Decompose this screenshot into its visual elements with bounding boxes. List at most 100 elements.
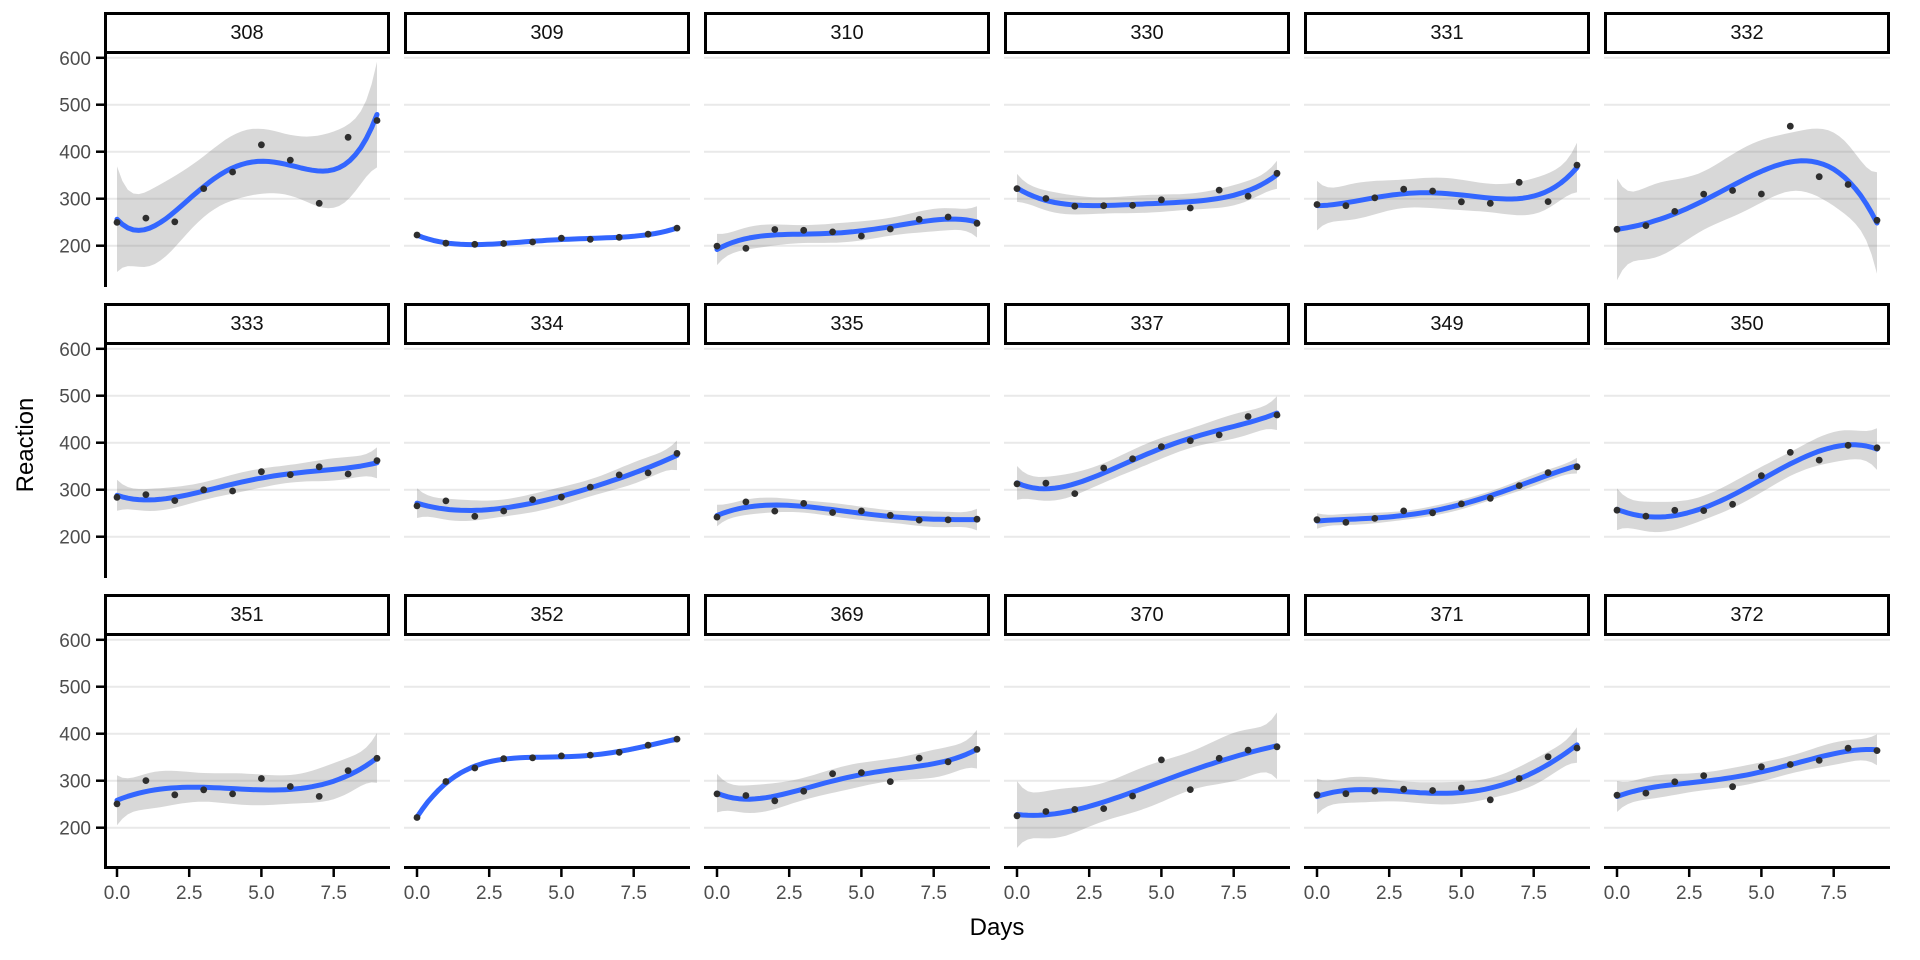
x-tick-label: 7.5 — [320, 883, 346, 904]
data-point — [558, 234, 565, 242]
x-tick-label: 2.5 — [1376, 883, 1402, 904]
data-point — [1486, 494, 1494, 502]
facet-strip: 308 — [104, 12, 390, 54]
data-point — [800, 500, 808, 507]
smooth-line — [1014, 410, 1280, 492]
data-point — [829, 770, 836, 778]
data-point — [742, 498, 750, 506]
x-tick-label: 0.0 — [1304, 883, 1330, 904]
smooth-line — [1314, 463, 1580, 524]
facet-panel — [404, 56, 690, 248]
facet-panel — [1604, 347, 1890, 538]
facet-strip-label: 330 — [1130, 21, 1164, 44]
x-tick-label: 0.0 — [704, 883, 730, 904]
y-tick-label: 200 — [59, 237, 91, 258]
x-tick-label: 0.0 — [104, 883, 130, 904]
data-point — [615, 748, 623, 756]
facet-panel: 200 300 400 500 600 — [59, 49, 390, 287]
data-point — [1100, 202, 1108, 210]
data-point — [142, 214, 150, 222]
facet: 333 200 300 400 500 600 — [59, 303, 390, 578]
data-point — [1729, 783, 1736, 791]
y-tick-label: 300 — [59, 481, 91, 502]
data-point — [200, 786, 208, 794]
data-point — [1642, 789, 1650, 797]
data-point — [586, 483, 594, 491]
smooth-line — [714, 216, 980, 252]
facet-panel — [704, 347, 990, 538]
data-point — [413, 502, 421, 510]
data-point — [1100, 464, 1108, 472]
data-point — [771, 797, 779, 805]
smooth-line — [114, 460, 380, 503]
data-point — [373, 457, 381, 464]
facet-strip: 335 — [704, 303, 990, 345]
smooth-line — [414, 736, 680, 820]
data-point — [1313, 791, 1321, 799]
facet-panel — [1304, 56, 1590, 247]
facet-strip-label: 334 — [530, 312, 564, 335]
facet-strip: 333 — [104, 303, 390, 345]
facet-panel: 0.0 2.5 5.0 7.5 — [1004, 638, 1290, 904]
x-tick-label: 5.0 — [1148, 883, 1174, 904]
data-point — [113, 800, 121, 808]
facet: 371 0.0 2.5 5.0 7.5 — [1304, 594, 1590, 904]
data-point — [1429, 187, 1436, 195]
data-point — [1758, 190, 1765, 198]
data-point — [1042, 808, 1050, 815]
data-point — [713, 513, 721, 521]
data-point — [1013, 812, 1021, 820]
data-point — [1458, 500, 1465, 508]
facet-strip-label: 371 — [1430, 603, 1464, 626]
data-point — [1215, 754, 1223, 762]
smooth-line — [714, 502, 980, 523]
data-point — [886, 511, 894, 519]
data-point — [1515, 482, 1523, 489]
facet-strip-label: 370 — [1130, 603, 1164, 626]
facet-panel: 200 300 400 500 600 0.0 2.5 5.0 7.5 — [59, 631, 390, 904]
data-point — [1873, 444, 1881, 452]
facet-panel: 200 300 400 500 600 — [59, 340, 390, 578]
data-point — [1158, 756, 1165, 764]
data-point — [800, 787, 808, 795]
data-point — [742, 792, 750, 799]
confidence-ribbon — [117, 61, 377, 273]
data-point — [1700, 772, 1708, 780]
data-point — [1544, 753, 1552, 761]
data-point — [1786, 761, 1794, 768]
data-point — [142, 491, 150, 498]
data-point — [1873, 747, 1881, 754]
data-point — [1342, 202, 1350, 210]
x-tick-label: 2.5 — [176, 883, 202, 904]
data-point — [442, 497, 450, 505]
confidence-ribbon — [1017, 160, 1277, 215]
data-point — [973, 515, 981, 523]
facet-strip-label: 332 — [1730, 21, 1764, 44]
facet: 332 — [1604, 12, 1890, 287]
x-tick-label: 0.0 — [1604, 883, 1630, 904]
x-tick-label: 0.0 — [404, 883, 430, 904]
facet-strip: 351 — [104, 594, 390, 636]
smooth-line — [1614, 442, 1880, 520]
data-point — [1671, 208, 1679, 215]
confidence-ribbon — [117, 733, 377, 826]
data-point — [471, 240, 479, 248]
facet-strip-label: 372 — [1730, 603, 1764, 626]
y-tick-label: 200 — [59, 528, 91, 549]
data-point — [373, 117, 381, 124]
data-point — [471, 512, 479, 520]
data-point — [973, 746, 981, 753]
data-point — [1613, 225, 1621, 233]
data-point — [586, 751, 594, 759]
data-point — [1158, 196, 1165, 204]
data-point — [1244, 746, 1252, 754]
data-point — [344, 767, 352, 774]
y-tick-label: 500 — [59, 678, 91, 699]
smooth-line — [414, 452, 680, 513]
x-tick-label: 7.5 — [620, 883, 646, 904]
data-point — [1273, 169, 1281, 177]
data-point — [1186, 786, 1194, 793]
facet: 351 200 300 400 500 600 0.0 2.5 5.0 7.5 — [59, 594, 390, 904]
y-axis-title: Reaction — [12, 397, 39, 493]
